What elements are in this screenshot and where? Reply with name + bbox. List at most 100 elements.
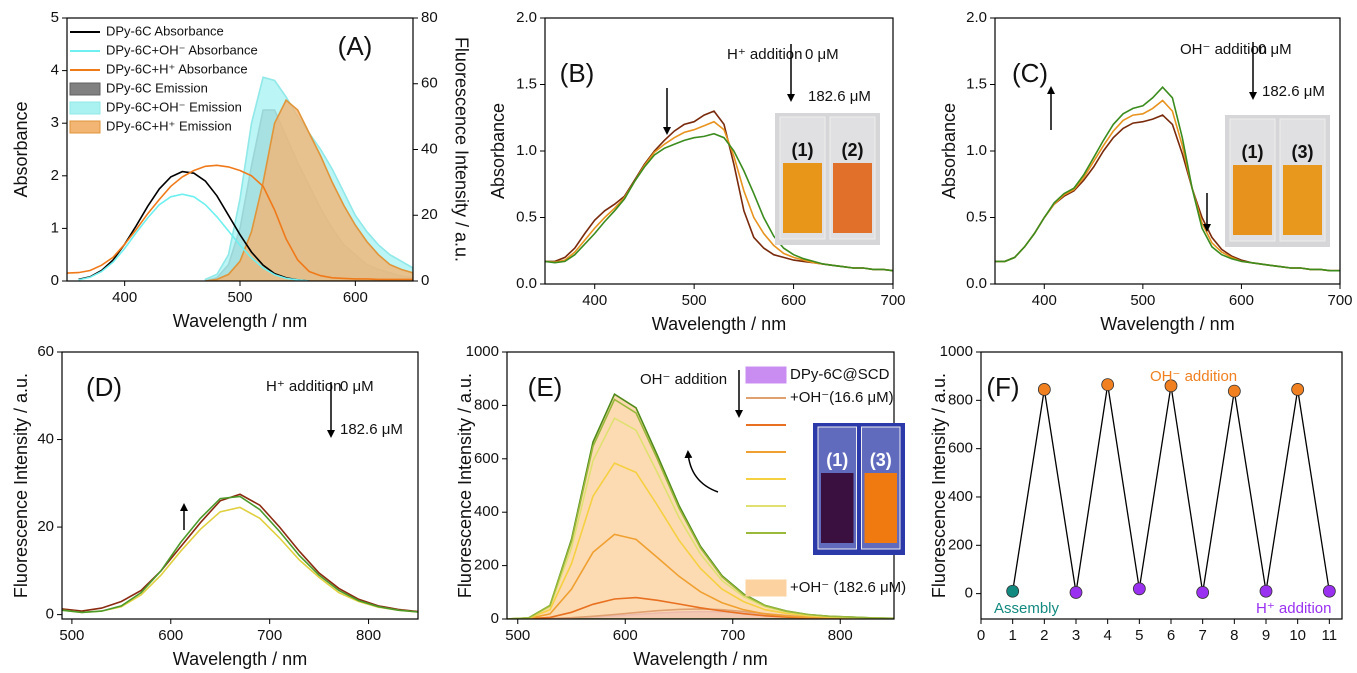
y-tick-label: 2.0 [966, 9, 987, 26]
plot-frame [544, 17, 894, 285]
y-tick-label: 0.5 [516, 208, 537, 225]
y-axis-title: Absorbance [939, 103, 959, 199]
y-tick-label: 1.5 [966, 75, 987, 92]
x-tick-label: 4 [1103, 627, 1111, 644]
arrow [684, 450, 719, 493]
panel-label: (C) [1012, 58, 1048, 88]
y-tick-label: 600 [474, 450, 499, 467]
legend-swatch [745, 366, 787, 384]
plot-frame [61, 351, 419, 620]
inset-label: (3) [1292, 142, 1314, 162]
annotation: OH⁻ addition [1150, 368, 1237, 385]
panel-label: (E) [528, 372, 563, 402]
y-tick-label: 0 [46, 606, 54, 623]
plot-frame [66, 17, 414, 282]
annotation: 182.6 μM [808, 88, 871, 105]
x-tick-label: 7 [1198, 627, 1206, 644]
plot-area [1006, 378, 1336, 599]
line [62, 493, 418, 613]
x-tick-label: 700 [880, 292, 905, 309]
annotation: 182.6 μM [340, 421, 403, 438]
point [1069, 586, 1083, 599]
legend-swatch [69, 82, 101, 96]
panel-label: (B) [560, 58, 595, 88]
connect-line [1012, 384, 1330, 593]
point [1259, 584, 1273, 598]
x-tick-label: 500 [505, 627, 530, 644]
inset-label: (2) [842, 140, 864, 160]
y-tick-label: 5 [51, 9, 59, 26]
annotation: Assembly [994, 600, 1060, 617]
annotation: H⁺ addition [266, 378, 341, 395]
point [1037, 383, 1051, 396]
y-tick-label: 0.0 [516, 275, 537, 292]
plot-frame [980, 351, 1343, 620]
x-tick-label: 700 [257, 627, 282, 644]
x-axis-title: Wavelength / nm [633, 649, 767, 669]
panel: 400 500 600 700 0.0 0.5 1.0 1.5 2.0 Wavelength / … [939, 9, 1353, 334]
y-tick-label: 200 [948, 536, 973, 553]
x-tick-label: 400 [112, 289, 137, 306]
line [995, 86, 1340, 272]
y-axis-title: Absorbance [488, 103, 508, 199]
legend-label: +OH⁻(16.6 μM) [790, 389, 894, 406]
plot-area [67, 76, 413, 281]
y-tick-label: 400 [948, 488, 973, 505]
y-tick-label: 600 [948, 440, 973, 457]
panel: 0 1 2 3 4 5 6 7 8 9 10 11 0 200 400 600 800 1000 Fluoresce… [929, 343, 1343, 644]
point [1291, 383, 1305, 396]
x-tick-label: 9 [1262, 627, 1270, 644]
x-axis-title: Wavelength / nm [1100, 314, 1234, 334]
plot-area [995, 86, 1340, 272]
y-axis-title: Absorbance [11, 101, 31, 197]
y-tick-label: 1000 [466, 343, 499, 360]
y-tick-label: 3 [51, 114, 59, 131]
area [205, 98, 413, 281]
y2-tick-label: 80 [421, 9, 438, 26]
y-tick-label: 0.0 [966, 275, 987, 292]
inset-label: (1) [1242, 142, 1264, 162]
x-tick-label: 500 [682, 292, 707, 309]
inset-label: (1) [792, 140, 814, 160]
legend-label: DPy-6C Absorbance [106, 23, 224, 38]
cuvette-liquid [833, 163, 872, 233]
point [1006, 584, 1020, 598]
y-tick-label: 0.5 [966, 208, 987, 225]
x-tick-label: 500 [59, 627, 84, 644]
panel: 500 600 700 800 0 20 40 60 Wavelength / nm Fluore… [11, 343, 419, 669]
line [545, 132, 893, 272]
legend-label: DPy-6C+OH⁻ Absorbance [106, 42, 258, 57]
cuvette-liquid [1233, 165, 1272, 235]
panel-label: (D) [86, 372, 122, 402]
y2-axis-title: Fluorescence Intensity / a.u. [451, 37, 471, 262]
annotation: OH⁻ addition [1180, 41, 1267, 58]
plot-area [545, 110, 893, 272]
x-tick-label: 400 [1032, 292, 1057, 309]
y-tick-label: 20 [37, 518, 54, 535]
cuvette-liquid [783, 163, 822, 233]
point [1101, 378, 1115, 392]
x-tick-label: 2 [1040, 627, 1048, 644]
legend-label: DPy-6C+OH⁻ Emission [106, 99, 242, 114]
annotation: 0 μM [1258, 41, 1292, 58]
y-tick-label: 40 [37, 431, 54, 448]
x-tick-label: 500 [1130, 292, 1155, 309]
x-tick-label: 700 [1327, 292, 1352, 309]
annotation: 0 μM [340, 378, 374, 395]
line [62, 495, 418, 614]
point [1196, 586, 1210, 599]
y-tick-label: 800 [474, 396, 499, 413]
point [1227, 384, 1241, 398]
panel: 400 500 600 0 1 2 3 4 5 0 20 40 60 80 Wavelength / nm A… [11, 9, 472, 331]
x-tick-label: 8 [1230, 627, 1238, 644]
x-tick-label: 10 [1289, 627, 1306, 644]
legend-label: DPy-6C@SCD [790, 366, 890, 383]
line [62, 506, 418, 614]
y-tick-label: 1.0 [966, 142, 987, 159]
point [1132, 582, 1146, 596]
y-tick-label: 0 [491, 610, 499, 627]
panel-label: (F) [986, 372, 1019, 402]
inset-label: (3) [870, 450, 892, 470]
y-tick-label: 1000 [940, 343, 973, 360]
